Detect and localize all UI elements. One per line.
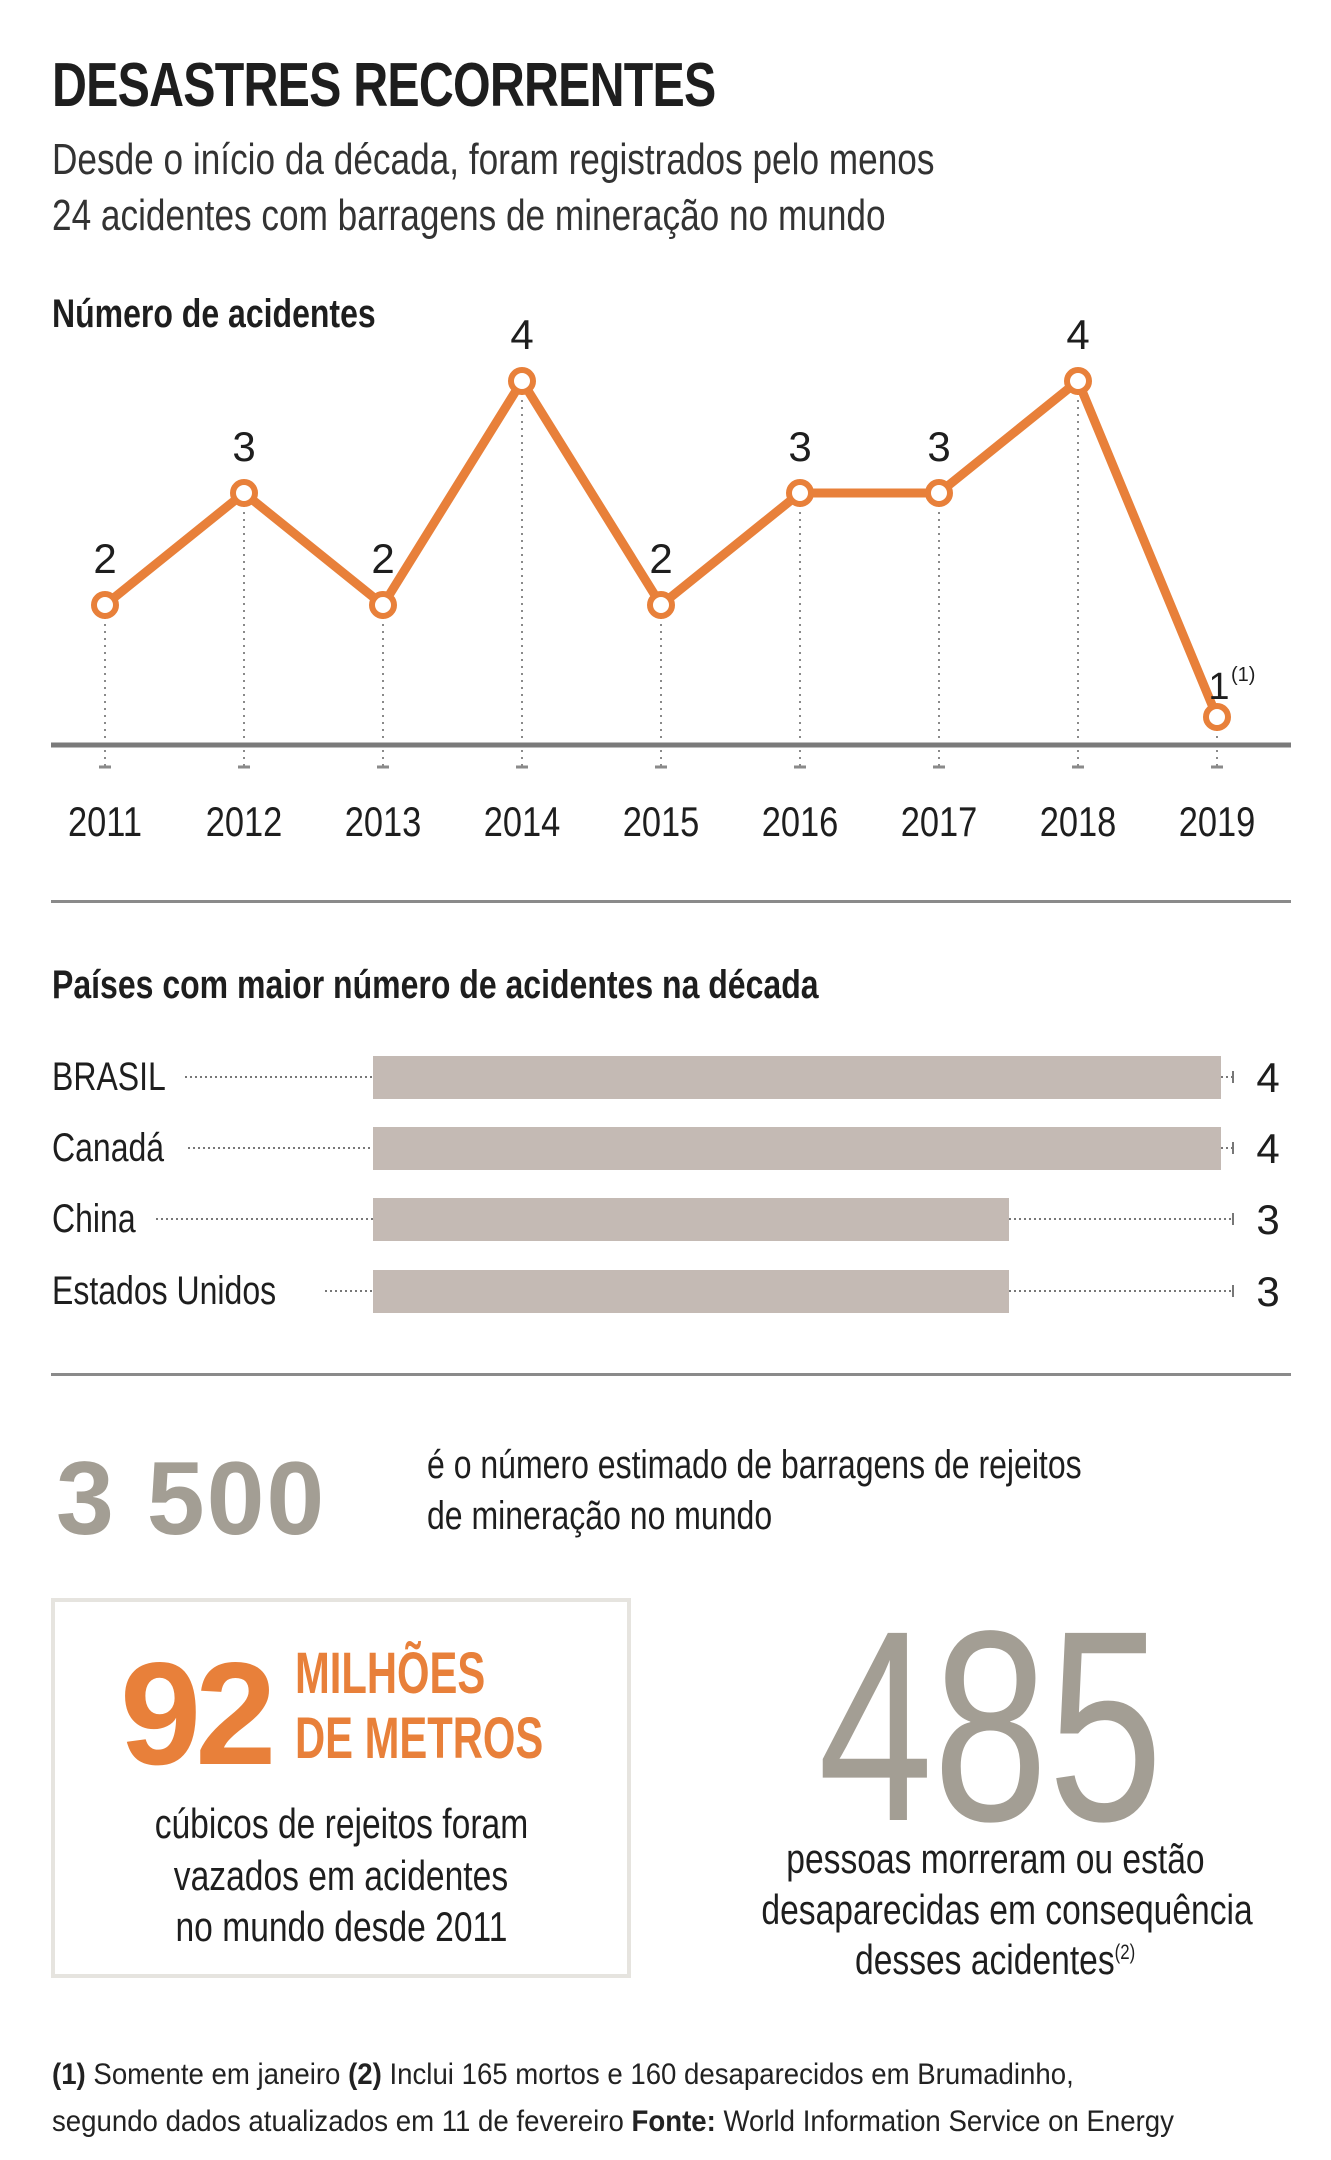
year-tick-label: 2019 <box>1179 799 1256 846</box>
stat-deaths-number: 485 <box>818 1574 1163 1878</box>
data-point <box>1064 367 1092 395</box>
year-tick-label: 2014 <box>484 799 561 846</box>
bar-chart-title: Países com maior número de acidentes na … <box>52 963 819 1007</box>
bar <box>373 1127 1221 1170</box>
bar-value-label: 4 <box>1256 1054 1279 1101</box>
data-label: 4 <box>1066 311 1089 358</box>
stat-deaths-text-3: desses acidentes(2) <box>854 1936 1136 1983</box>
footnote-line-2: segundo dados atualizados em 11 de fever… <box>52 2105 1174 2138</box>
bar <box>373 1198 1009 1241</box>
stat-volume-unit-1: MILHÕES <box>295 1641 486 1706</box>
stat-deaths-text-1: pessoas morreram ou estão <box>785 1835 1205 1882</box>
data-point <box>786 479 814 507</box>
stat-dams-text-2: de mineração no mundo <box>427 1494 773 1538</box>
data-label: 3 <box>232 423 255 470</box>
line-chart: 2011 2012 2013 2014 2015 2016 2017 2018 2019 2 3 2 4… <box>51 311 1291 1315</box>
stat-deaths-text-2: desaparecidas em consequência <box>761 1886 1253 1933</box>
bar <box>373 1270 1009 1313</box>
country-label-brasil: BRASIL <box>52 1055 166 1099</box>
data-label: 1 <box>1208 666 1229 708</box>
stat-volume-number: 92 <box>120 1632 276 1795</box>
country-label-canada: Canadá <box>52 1126 165 1170</box>
data-label: 2 <box>649 535 672 582</box>
stat-dams-number: 3 500 <box>56 1441 327 1557</box>
year-tick-label: 2018 <box>1040 799 1117 846</box>
volume-box <box>51 1598 631 1978</box>
stat-volume-text-1: cúbicos de rejeitos foram <box>154 1800 528 1847</box>
stat-volume-text-2: vazados em acidentes <box>173 1852 509 1899</box>
bar <box>373 1056 1221 1099</box>
footnote-line-1: (1) Somente em janeiro (2) Inclui 165 mo… <box>52 2058 1074 2091</box>
bar-value-label: 3 <box>1256 1268 1279 1315</box>
year-tick-label: 2011 <box>68 799 142 846</box>
stat-volume-text-3: no mundo desde 2011 <box>175 1903 507 1950</box>
year-tick-label: 2016 <box>762 799 839 846</box>
country-label-eua: Estados Unidos <box>52 1269 277 1313</box>
year-tick-label: 2013 <box>345 799 422 846</box>
stat-volume-unit-2: DE METROS <box>295 1706 544 1771</box>
data-label: 4 <box>510 311 533 358</box>
subtitle-line-1: Desde o início da década, foram registra… <box>52 135 935 184</box>
bar-value-label: 4 <box>1256 1125 1279 1172</box>
data-label: 3 <box>788 423 811 470</box>
year-tick-label: 2015 <box>623 799 700 846</box>
data-point <box>1203 703 1231 731</box>
data-point <box>230 479 258 507</box>
subtitle-line-2: 24 acidentes com barragens de mineração … <box>52 191 886 240</box>
footnote-marker: (1) <box>1231 664 1255 686</box>
country-label-china: China <box>52 1197 136 1241</box>
stat-dams-text-1: é o número estimado de barragens de reje… <box>427 1443 1082 1487</box>
data-label: 2 <box>93 535 116 582</box>
divider <box>51 1373 1291 1376</box>
data-point <box>508 367 536 395</box>
data-point <box>647 591 675 619</box>
page-title: DESASTRES RECORRENTES <box>52 51 716 120</box>
data-label: 2 <box>371 535 394 582</box>
data-point <box>369 591 397 619</box>
data-point <box>925 479 953 507</box>
year-tick-label: 2017 <box>901 799 978 846</box>
bar-value-label: 3 <box>1256 1196 1279 1243</box>
line-chart-title: Número de acidentes <box>52 292 376 336</box>
divider <box>51 900 1291 903</box>
data-point <box>91 591 119 619</box>
year-tick-label: 2012 <box>206 799 283 846</box>
data-label: 3 <box>927 423 950 470</box>
